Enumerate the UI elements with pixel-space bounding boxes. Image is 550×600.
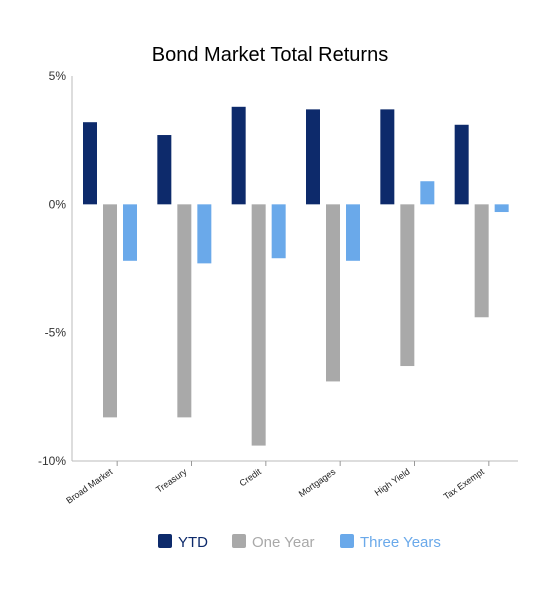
legend-swatch — [340, 534, 354, 548]
y-tick-label: 5% — [49, 69, 67, 83]
legend-swatch — [158, 534, 172, 548]
bar — [346, 204, 360, 261]
y-tick-label: -10% — [38, 454, 66, 468]
bar-area — [83, 106, 509, 446]
bar — [83, 122, 97, 205]
x-tick-label: Tax Exempt — [442, 466, 487, 501]
x-tick-label: Credit — [238, 466, 264, 488]
legend: YTD One Year Three Years — [158, 534, 441, 551]
bar — [474, 204, 489, 318]
y-tick-label: 0% — [49, 197, 67, 211]
chart-title: Bond Market Total Returns — [152, 44, 388, 66]
bar — [420, 181, 435, 205]
bar — [123, 204, 137, 261]
bar — [197, 204, 212, 264]
legend-label: One Year — [252, 534, 315, 551]
y-tick-label: -5% — [45, 326, 67, 340]
bar — [251, 204, 266, 446]
legend-swatch — [232, 534, 246, 548]
bar — [326, 204, 340, 382]
legend-label: YTD — [178, 534, 208, 551]
bar — [103, 204, 117, 418]
bar — [157, 135, 172, 205]
bar — [494, 204, 509, 213]
bar — [380, 109, 395, 205]
bar — [271, 204, 286, 259]
x-axis: Broad Market Treasury Credit Mortgages High … — [64, 460, 518, 506]
x-tick-label: Mortgages — [297, 466, 338, 499]
bar — [400, 204, 415, 367]
x-tick-label: High Yield — [373, 466, 412, 497]
bar — [454, 124, 469, 205]
x-tick-label: Broad Market — [64, 466, 114, 505]
x-tick-label: Treasury — [154, 466, 189, 495]
y-axis: 5% 0% -5% -10% — [38, 69, 73, 468]
legend-label: Three Years — [360, 534, 441, 551]
bar — [306, 109, 320, 205]
bar — [177, 204, 192, 418]
bar — [231, 106, 246, 205]
